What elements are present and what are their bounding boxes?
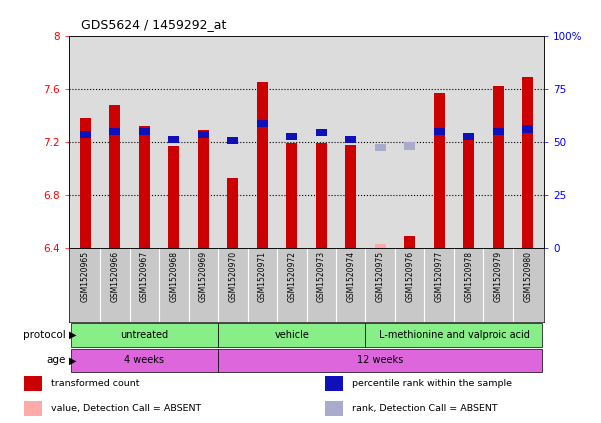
Text: rank, Detection Call = ABSENT: rank, Detection Call = ABSENT (352, 404, 497, 412)
Text: percentile rank within the sample: percentile rank within the sample (352, 379, 511, 387)
Bar (218, 349, 543, 372)
Bar (365, 323, 543, 347)
Text: GSM1520970: GSM1520970 (228, 251, 237, 302)
Bar (168, 136, 180, 143)
Bar (198, 131, 209, 138)
Bar (522, 77, 533, 248)
Text: GSM1520974: GSM1520974 (346, 251, 355, 302)
Text: L-methionine and valproic acid: L-methionine and valproic acid (379, 330, 529, 340)
Bar (24, 376, 42, 390)
Bar (80, 131, 91, 138)
Text: age: age (47, 355, 66, 365)
Text: GSM1520980: GSM1520980 (523, 251, 532, 302)
Bar (286, 133, 297, 140)
Bar (463, 133, 474, 248)
Bar (316, 143, 327, 248)
Bar (257, 82, 268, 248)
Text: GSM1520966: GSM1520966 (111, 251, 120, 302)
Bar (198, 130, 209, 248)
Text: 4 weeks: 4 weeks (124, 355, 164, 365)
Text: vehicle: vehicle (274, 330, 309, 340)
Text: GSM1520977: GSM1520977 (435, 251, 444, 302)
Text: GSM1520971: GSM1520971 (258, 251, 267, 302)
Text: GSM1520967: GSM1520967 (140, 251, 149, 302)
Bar (404, 143, 415, 150)
Text: GSM1520969: GSM1520969 (199, 251, 208, 302)
Bar (109, 105, 120, 248)
Bar (325, 401, 343, 415)
Text: GSM1520976: GSM1520976 (405, 251, 414, 302)
Bar (139, 128, 150, 135)
Bar (227, 178, 239, 248)
Bar (70, 349, 218, 372)
Bar (218, 323, 365, 347)
Text: GSM1520979: GSM1520979 (493, 251, 502, 302)
Bar (80, 118, 91, 248)
Bar (493, 128, 504, 135)
Text: GSM1520965: GSM1520965 (81, 251, 90, 302)
Bar (433, 128, 445, 135)
Bar (109, 128, 120, 135)
Text: transformed count: transformed count (51, 379, 139, 387)
Bar (139, 126, 150, 248)
Bar (433, 93, 445, 248)
Text: untreated: untreated (120, 330, 168, 340)
Bar (493, 86, 504, 248)
Bar (345, 145, 356, 248)
Text: 12 weeks: 12 weeks (357, 355, 403, 365)
Text: value, Detection Call = ABSENT: value, Detection Call = ABSENT (51, 404, 201, 412)
Text: GSM1520978: GSM1520978 (464, 251, 473, 302)
Bar (257, 120, 268, 127)
Bar (374, 244, 386, 248)
Bar (463, 133, 474, 140)
Text: protocol: protocol (23, 330, 66, 340)
Text: GSM1520972: GSM1520972 (287, 251, 296, 302)
Bar (345, 136, 356, 143)
Text: GSM1520968: GSM1520968 (169, 251, 178, 302)
Bar (522, 125, 533, 132)
Bar (286, 143, 297, 248)
Bar (70, 323, 218, 347)
Text: ▶: ▶ (69, 330, 76, 340)
Bar (24, 401, 42, 415)
Bar (168, 146, 180, 248)
Bar (316, 129, 327, 137)
Bar (227, 137, 239, 144)
Text: GSM1520973: GSM1520973 (317, 251, 326, 302)
Text: GSM1520975: GSM1520975 (376, 251, 385, 302)
Bar (374, 144, 386, 151)
Bar (404, 236, 415, 248)
Bar (325, 376, 343, 390)
Text: GDS5624 / 1459292_at: GDS5624 / 1459292_at (81, 18, 227, 31)
Text: ▶: ▶ (69, 355, 76, 365)
